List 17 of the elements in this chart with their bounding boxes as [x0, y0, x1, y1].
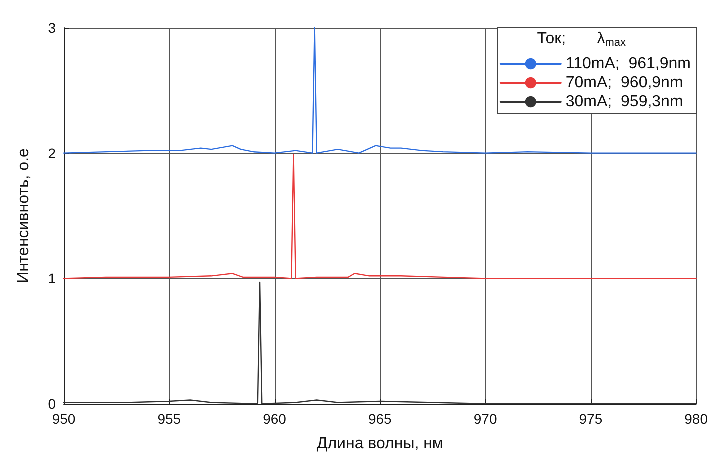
x-tick-label: 950 [52, 411, 76, 427]
y-tick-label: 3 [48, 20, 56, 36]
y-tick-label: 1 [48, 270, 56, 287]
legend-label: 70mA; 960,9nm [566, 74, 684, 92]
y-tick-label: 0 [48, 396, 56, 412]
x-axis-title: Длина волны, нм [316, 436, 444, 452]
x-tick-label: 975 [579, 411, 603, 427]
legend-label: 30mA; 959,3nm [566, 94, 684, 110]
line-series [63, 154, 697, 280]
x-tick-label: 955 [158, 411, 182, 427]
x-tick-label: 970 [474, 411, 498, 427]
x-tick-label: 980 [684, 411, 708, 427]
y-axis-title: Интенсивноть, о.е [16, 148, 32, 284]
x-tick-label: 965 [368, 411, 392, 427]
y-tick-label: 2 [48, 145, 56, 162]
legend-label: 110mA; 961,9nm [566, 56, 691, 72]
x-tick-label: 960 [263, 411, 287, 427]
